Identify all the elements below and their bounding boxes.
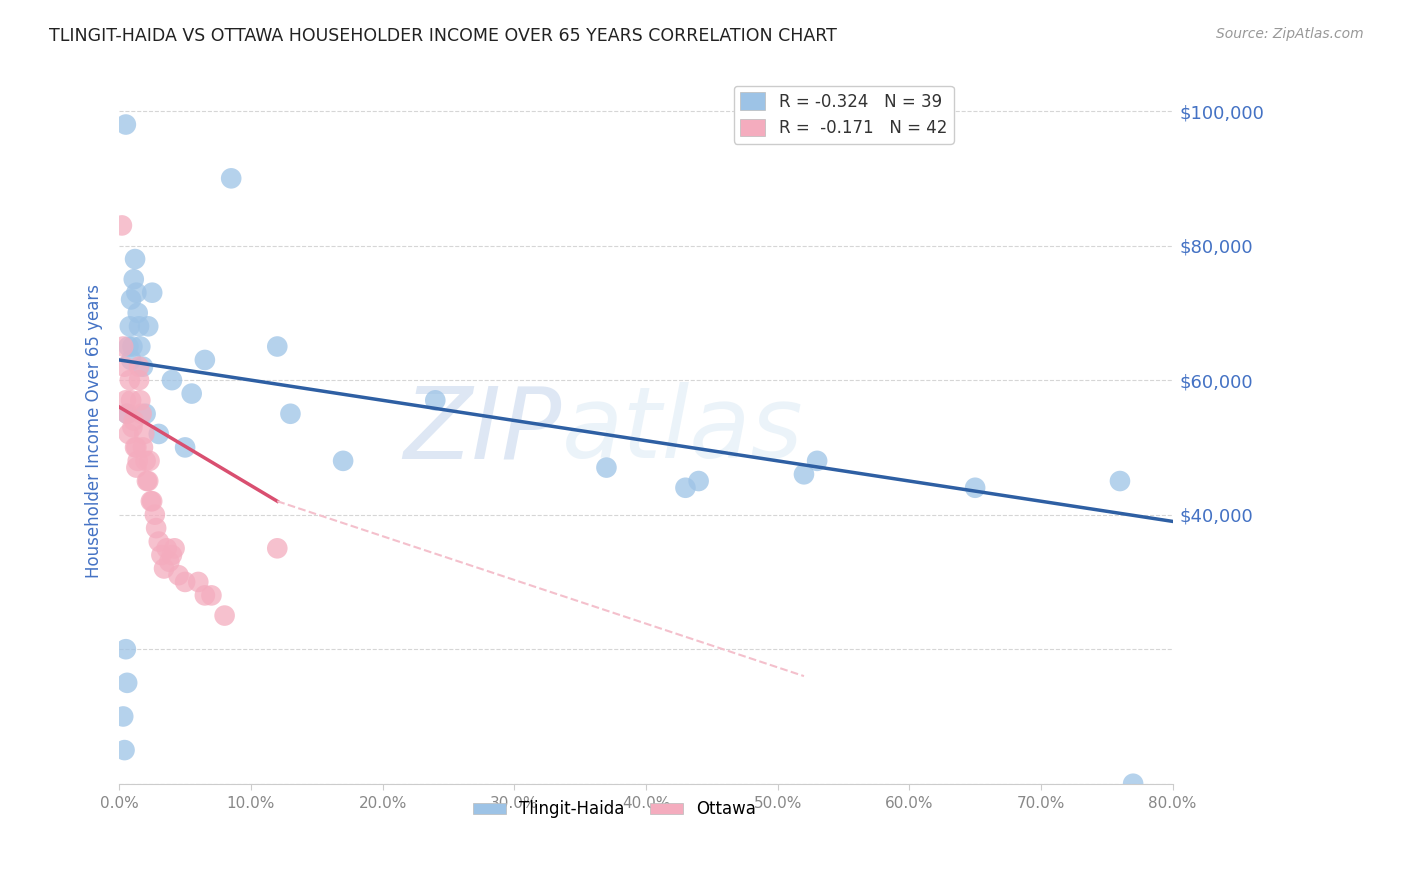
Point — [167, 568, 190, 582]
Point — [115, 118, 138, 132]
Point — [115, 642, 138, 657]
Point — [219, 171, 242, 186]
Point — [125, 460, 148, 475]
Point — [266, 339, 288, 353]
Point — [194, 588, 217, 602]
Point — [200, 588, 222, 602]
Point — [965, 481, 987, 495]
Point — [143, 508, 166, 522]
Point — [332, 454, 354, 468]
Point — [425, 393, 447, 408]
Point — [174, 441, 197, 455]
Point — [117, 426, 139, 441]
Point — [135, 407, 157, 421]
Point — [124, 252, 146, 266]
Point — [127, 306, 149, 320]
Point — [160, 548, 183, 562]
Point — [132, 441, 155, 455]
Point — [128, 359, 150, 374]
Point — [141, 285, 163, 300]
Point — [1109, 474, 1132, 488]
Point — [124, 441, 146, 455]
Point — [134, 426, 156, 441]
Point — [121, 420, 143, 434]
Point — [112, 709, 135, 723]
Point — [266, 541, 288, 556]
Point — [150, 548, 173, 562]
Point — [136, 474, 159, 488]
Point — [115, 393, 138, 408]
Point — [160, 373, 183, 387]
Point — [135, 454, 157, 468]
Point — [141, 494, 163, 508]
Point — [127, 454, 149, 468]
Point — [153, 561, 176, 575]
Legend: Tlingit-Haida, Ottawa: Tlingit-Haida, Ottawa — [465, 794, 763, 825]
Point — [115, 676, 138, 690]
Point — [129, 339, 152, 353]
Point — [139, 494, 162, 508]
Point — [793, 467, 815, 482]
Point — [118, 319, 141, 334]
Point — [148, 534, 170, 549]
Point — [180, 386, 202, 401]
Point — [214, 608, 236, 623]
Point — [148, 426, 170, 441]
Point — [138, 454, 160, 468]
Point — [194, 353, 217, 368]
Point — [111, 219, 134, 233]
Point — [120, 353, 142, 368]
Point — [156, 541, 179, 556]
Point — [136, 319, 159, 334]
Point — [595, 460, 617, 475]
Point — [112, 339, 135, 353]
Point — [120, 393, 142, 408]
Point — [120, 293, 142, 307]
Point — [128, 319, 150, 334]
Point — [122, 413, 145, 427]
Point — [132, 359, 155, 374]
Point — [675, 481, 697, 495]
Point — [163, 541, 186, 556]
Point — [121, 339, 143, 353]
Text: atlas: atlas — [561, 382, 803, 479]
Point — [117, 339, 139, 353]
Point — [125, 285, 148, 300]
Point — [128, 373, 150, 387]
Point — [129, 393, 152, 408]
Point — [688, 474, 710, 488]
Y-axis label: Householder Income Over 65 years: Householder Income Over 65 years — [86, 284, 103, 578]
Point — [125, 441, 148, 455]
Point — [114, 743, 136, 757]
Text: Source: ZipAtlas.com: Source: ZipAtlas.com — [1216, 27, 1364, 41]
Point — [115, 407, 138, 421]
Point — [131, 407, 153, 421]
Point — [114, 359, 136, 374]
Point — [1122, 777, 1144, 791]
Point — [187, 574, 209, 589]
Point — [174, 574, 197, 589]
Point — [157, 555, 180, 569]
Point — [135, 474, 157, 488]
Text: ZIP: ZIP — [404, 382, 561, 479]
Point — [118, 373, 141, 387]
Point — [280, 407, 302, 421]
Point — [806, 454, 828, 468]
Text: TLINGIT-HAIDA VS OTTAWA HOUSEHOLDER INCOME OVER 65 YEARS CORRELATION CHART: TLINGIT-HAIDA VS OTTAWA HOUSEHOLDER INCO… — [49, 27, 837, 45]
Point — [145, 521, 167, 535]
Point — [115, 407, 138, 421]
Point — [122, 272, 145, 286]
